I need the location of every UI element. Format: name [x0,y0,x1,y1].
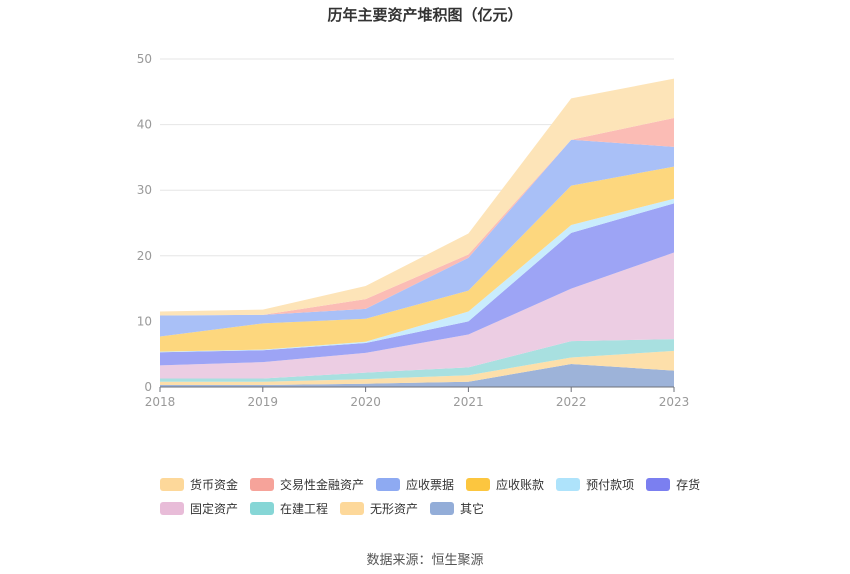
area-layer [160,78,674,387]
area-series [160,198,674,353]
legend-label: 交易性金融资产 [280,477,365,492]
legend-item[interactable]: 预付款项 [556,476,634,493]
chart-title: 历年主要资产堆积图（亿元） [327,6,523,24]
legend-item[interactable]: 货币资金 [160,476,238,493]
y-tick-label: 10 [137,314,152,328]
area-series [160,78,674,316]
area-series [160,166,674,352]
area-series [160,252,674,379]
legend-item[interactable]: 存货 [646,476,700,493]
legend-swatch [646,477,671,491]
legend-item[interactable]: 在建工程 [250,500,328,517]
legend-swatch [430,501,455,515]
y-tick-label: 0 [144,380,152,394]
legend-item[interactable]: 交易性金融资产 [250,476,364,493]
legend-swatch [466,477,491,491]
legend-swatch [340,501,365,515]
legend-label: 固定资产 [190,501,239,516]
legend-item[interactable]: 固定资产 [160,500,238,517]
legend-swatch [556,477,581,491]
legend-label: 预付款项 [586,477,635,492]
y-tick-label: 30 [137,183,152,197]
legend-row: 货币资金 交易性金融资产 应收票据 应收账款 预付款项 存货 [160,472,720,496]
legend-label: 在建工程 [280,501,329,516]
legend-swatch [376,477,401,491]
legend-swatch [250,501,275,515]
x-tick-label: 2020 [350,395,381,409]
area-series [160,364,674,387]
data-source-note: 数据来源：恒生聚源 [366,553,484,568]
legend-swatch [250,477,275,491]
legend-label: 应收账款 [496,477,545,492]
legend-label: 存货 [676,477,701,492]
legend-swatch [160,477,184,491]
y-tick-label: 40 [137,118,152,132]
legend: 货币资金 交易性金融资产 应收票据 应收账款 预付款项 存货固定资产 在建工程 无形资产 其它 [160,472,720,520]
legend-item[interactable]: 无形资产 [340,500,418,517]
y-tick-label: 50 [137,52,152,66]
y-tick-label: 20 [137,249,152,263]
x-tick-label: 2018 [145,395,176,409]
legend-label: 应收票据 [406,477,455,492]
x-tick-label: 2022 [556,395,587,409]
x-tick-label: 2019 [248,395,279,409]
area-series [160,339,674,382]
legend-row: 固定资产 在建工程 无形资产 其它 [160,496,720,520]
legend-label: 无形资产 [370,501,419,516]
legend-item[interactable]: 其它 [430,500,484,517]
legend-item[interactable]: 应收票据 [376,476,454,493]
area-series [160,139,674,337]
legend-swatch [160,501,184,515]
legend-item[interactable]: 应收账款 [466,476,544,493]
legend-label: 货币资金 [190,477,239,492]
x-tick-label: 2023 [659,395,690,409]
x-tick-label: 2021 [453,395,484,409]
area-series [160,350,674,386]
area-series [160,203,674,366]
legend-label: 其它 [460,501,485,516]
axis-layer: 0 10 20 30 40 50 2018 2019 2020 2021 2022 2023 [137,52,690,409]
area-series [160,118,674,316]
